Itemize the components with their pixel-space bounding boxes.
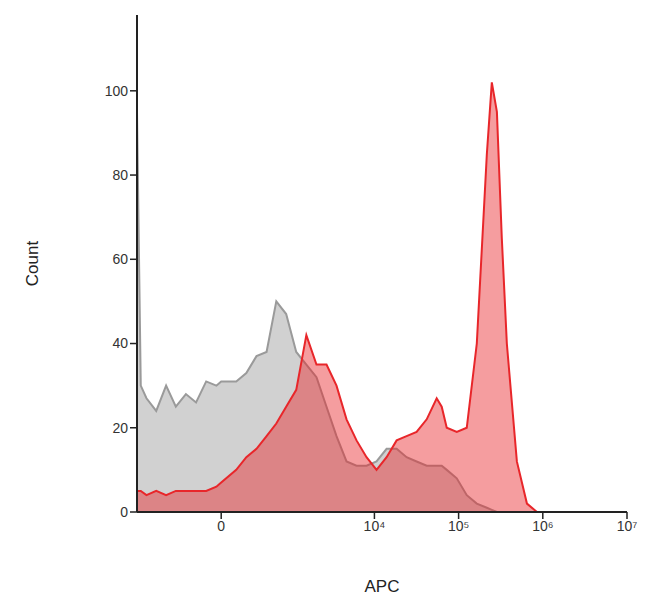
svg-text:40: 40 [112, 335, 128, 351]
svg-text:80: 80 [112, 167, 128, 183]
svg-text:10⁵: 10⁵ [448, 518, 469, 534]
svg-text:10⁶: 10⁶ [532, 518, 553, 534]
svg-text:10⁴: 10⁴ [364, 518, 386, 534]
svg-text:Count: Count [23, 241, 42, 287]
svg-text:20: 20 [112, 420, 128, 436]
svg-text:APC: APC [365, 577, 400, 596]
svg-text:100: 100 [105, 83, 129, 99]
svg-text:10⁷: 10⁷ [617, 518, 638, 534]
svg-text:0: 0 [120, 504, 128, 520]
svg-text:0: 0 [217, 518, 225, 534]
svg-text:60: 60 [112, 251, 128, 267]
